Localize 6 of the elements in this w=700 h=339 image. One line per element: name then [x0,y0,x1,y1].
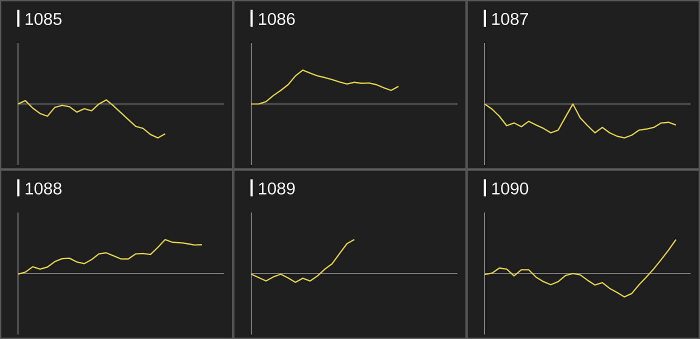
chart-title: 1088 [26,182,62,194]
chart-title: 1087 [492,12,528,25]
chart-title: 1085 [26,12,62,25]
chart-title: 1090 [492,182,528,194]
chart-title: 1089 [259,182,295,194]
chart-title: 1086 [259,12,295,25]
